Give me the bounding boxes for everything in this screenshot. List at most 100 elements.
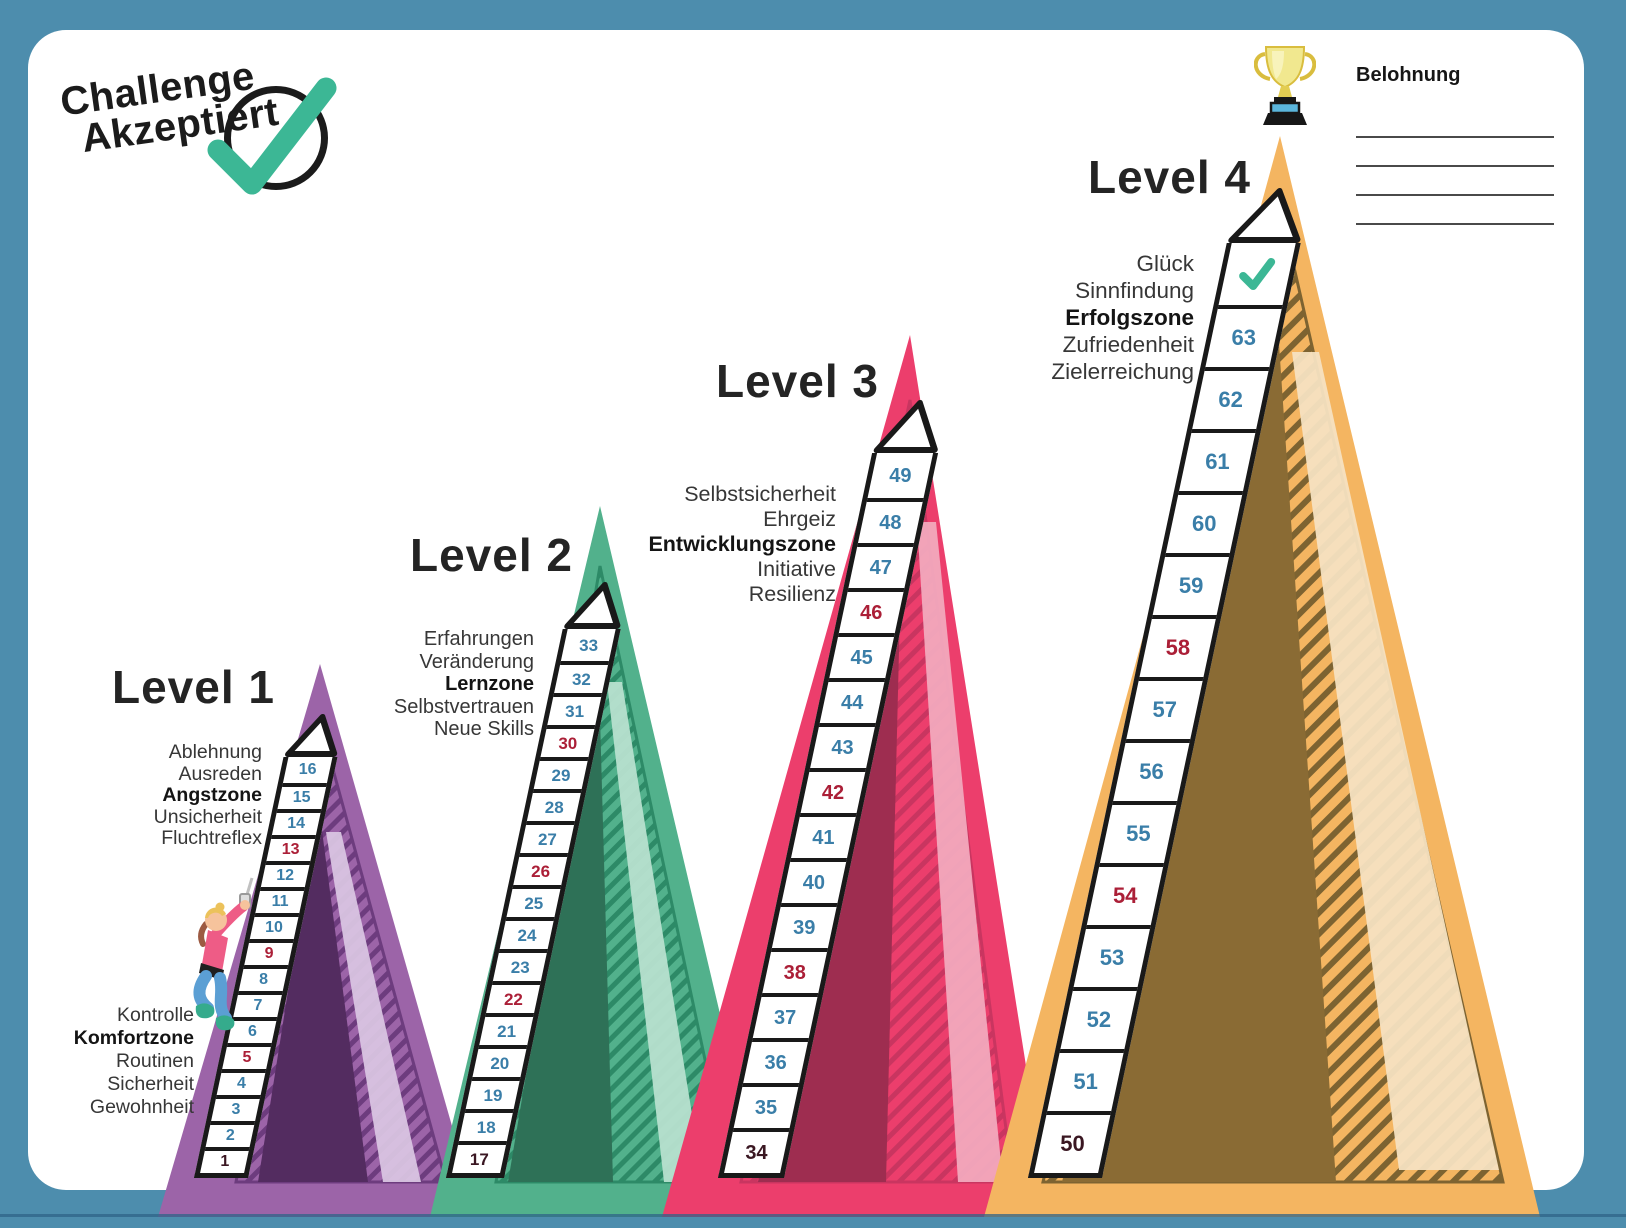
step-number: 40 [802,871,825,894]
level-3-zone-labels: Selbstsicherheit Ehrgeiz Entwicklungszone I… [592,482,836,607]
ladder-peak-tip [564,582,621,629]
level-1-ladder: 16 15 14 13 12 11 10 9 8 7 6 5 4 3 2 1 [194,713,347,1178]
step-number: 21 [496,1021,516,1041]
ladder-step-44: 44 [819,678,886,723]
step-number: 34 [745,1141,768,1164]
step-number: 22 [503,989,523,1009]
zone-label: Unsicherheit [153,805,262,828]
ladder-step-16: 16 [283,757,333,783]
step-number: 50 [1059,1131,1085,1156]
ladder-peak-tip [1228,188,1301,243]
zone-label: Resilienz [748,582,836,606]
step-number: 5 [242,1049,251,1066]
ladder-step-38: 38 [762,948,828,993]
zone-label: Zufriedenheit [1062,332,1194,357]
ladder-step-22: 22 [486,981,541,1013]
step-number: 20 [489,1053,509,1073]
level-4-title: Level 4 [1088,151,1251,203]
ladder-step-15: 15 [277,783,327,809]
reward-blank-line [1356,138,1554,167]
ladder-step-53: 53 [1073,925,1151,987]
ladder-step-57: 57 [1126,677,1204,739]
ladder-step-35: 35 [733,1083,800,1128]
zone-label: Selbstvertrauen [393,695,534,718]
ladder-step-30: 30 [540,725,596,757]
zone-label: Ehrgeiz [763,507,836,531]
step-number: 12 [276,867,295,884]
step-number: 33 [578,635,598,655]
climber-figure [193,877,254,1031]
frame-bottom-line [0,1214,1626,1217]
step-number: 27 [537,829,557,849]
step-number: 42 [821,781,845,804]
logo-circle [224,86,328,190]
ladder-step-43: 43 [810,723,876,768]
step-number: 63 [1231,325,1256,350]
summit-checkmark-icon [1239,258,1276,290]
reward-panel: Belohnung [1356,64,1562,225]
base-label: Gewohnheit [89,1096,194,1118]
ladder-step-54: 54 [1086,863,1164,925]
step-number: 1 [219,1153,229,1170]
level-3-title: Level 3 [716,355,879,407]
reward-blank-lines [1356,109,1562,225]
ladder-step-29: 29 [533,757,589,789]
step-number: 59 [1178,573,1204,598]
step-number: 44 [840,691,864,714]
zone-label: Entwicklungszone [648,532,836,556]
ladder-step-51: 51 [1047,1049,1125,1111]
logo-checkmark-icon [207,77,337,195]
step-number: 24 [517,925,537,945]
base-label: Kontrolle [117,1004,194,1026]
reward-blank-line [1356,196,1554,225]
step-number: 51 [1073,1069,1098,1094]
zone-label: Ausreden [178,762,262,785]
ladder-step-13: 13 [266,835,316,861]
step-number: 23 [510,957,530,977]
step-number: 39 [793,916,816,939]
ladder-step-12: 12 [260,861,311,887]
step-number: 53 [1099,945,1124,970]
zone-label: Angstzone [162,784,262,806]
step-number: 54 [1112,883,1138,908]
reward-blank-line [1356,109,1554,138]
step-number: 2 [225,1127,235,1144]
base-label: Komfortzone [73,1027,194,1049]
zone-label: Sinnfindung [1075,278,1194,303]
step-number: 47 [869,556,892,579]
ladder-step-48: 48 [857,498,924,543]
ladder-step-24: 24 [499,917,555,949]
zone-label: Erfahrungen [423,628,534,650]
ladder-step-18: 18 [458,1109,514,1141]
ladder-step-3: 3 [211,1095,261,1121]
step-number: 62 [1218,387,1243,412]
step-number: 11 [271,893,289,910]
ladder-step-5: 5 [222,1043,272,1069]
step-number: 16 [298,761,317,778]
ladder-step-4: 4 [216,1069,267,1095]
step-number: 29 [551,765,571,785]
step-number: 32 [571,669,591,689]
step-number: 56 [1139,759,1164,784]
step-number: 17 [469,1149,489,1169]
ladder-step-17: 17 [452,1141,507,1173]
step-number: 36 [764,1051,787,1074]
step-number: 19 [483,1085,503,1105]
ladder-step-47: 47 [848,543,914,588]
ladder-step-62: 62 [1192,367,1270,429]
zone-label: Selbstsicherheit [684,482,836,506]
reward-blank-line [1356,167,1554,196]
ladder-step-27: 27 [520,821,575,853]
step-number: 55 [1125,821,1151,846]
summit-check-cell [1219,243,1296,305]
level-2-ladder: 33 32 31 30 29 28 27 26 25 24 23 22 21 20 19 18 17 [446,581,631,1178]
step-number: 41 [812,826,835,849]
step-number: 14 [287,815,306,832]
ladder-step-50: 50 [1034,1111,1112,1173]
step-number: 58 [1165,635,1190,660]
base-label: Sicherheit [107,1073,194,1095]
level-2-title: Level 2 [410,529,573,581]
ladder-step-20: 20 [472,1045,528,1077]
step-number: 49 [889,464,912,487]
